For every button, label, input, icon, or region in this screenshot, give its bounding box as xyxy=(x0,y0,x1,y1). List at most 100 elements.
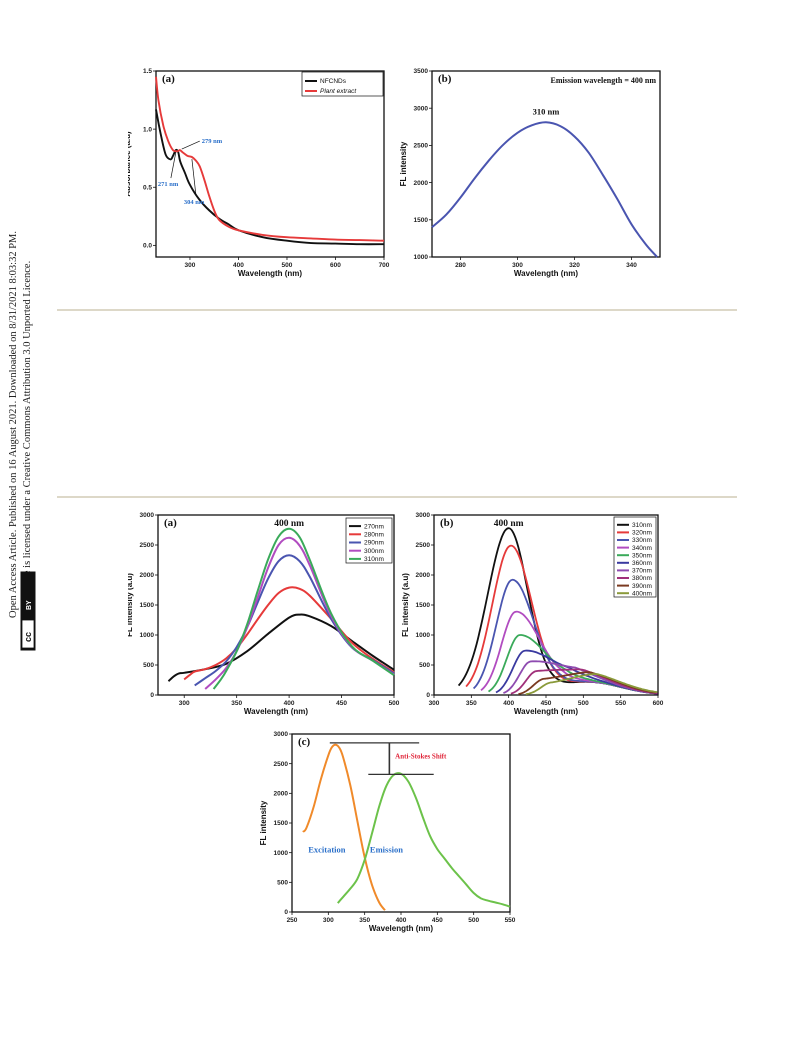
legend-entry: 380nm xyxy=(632,575,652,582)
x-tick-label: 450 xyxy=(541,700,552,707)
chart-title: Emission wavelength = 400 nm xyxy=(551,76,657,85)
y-tick-label: 2500 xyxy=(416,542,431,549)
figure1-panel-a: 300 400 500 600 700 0.0 0.5 1.0 1.5 Wavelength (n… xyxy=(128,65,390,283)
x-axis-label: Wavelength (nm) xyxy=(244,707,308,716)
x-tick-label: 300 xyxy=(323,917,334,924)
cc-badge-label: cc xyxy=(23,632,33,642)
x-tick-label: 300 xyxy=(179,700,190,707)
x-tick-label: 400 xyxy=(396,917,407,924)
x-tick-label: 280 xyxy=(455,262,466,269)
panel-tag: (b) xyxy=(438,73,452,85)
legend-entry: 340nm xyxy=(632,545,652,552)
divider-bottom xyxy=(57,496,737,498)
y-tick-label: 1.5 xyxy=(143,68,152,75)
panel-tag: (a) xyxy=(164,517,177,529)
legend-entry: 350nm xyxy=(632,552,652,559)
y-axis-label: FL intensity xyxy=(259,800,268,845)
divider-top xyxy=(57,309,737,311)
y-axis-label: FL intensity (a.u) xyxy=(128,573,134,637)
legend-entry: 290nm xyxy=(364,540,384,547)
x-tick-label: 350 xyxy=(231,700,242,707)
y-tick-label: 0 xyxy=(150,692,154,699)
legend-entry: NFCNDs xyxy=(320,78,347,85)
legend-entry: 400nm xyxy=(632,590,652,597)
y-tick-label: 2000 xyxy=(416,572,431,579)
plot-frame xyxy=(291,733,511,913)
y-tick-label: 0.5 xyxy=(143,184,152,191)
y-tick-label: 1500 xyxy=(140,602,155,609)
peak-label: 400 nm xyxy=(274,519,304,529)
series-line-main xyxy=(431,121,658,258)
plot-frame xyxy=(431,70,661,258)
y-tick-label: 3000 xyxy=(140,512,155,519)
panel-tag: (c) xyxy=(298,736,311,748)
y-tick-label: 3000 xyxy=(414,105,429,112)
peak-label: 310 nm xyxy=(533,106,560,116)
y-tick-label: 2500 xyxy=(274,761,289,768)
panel-tag: (a) xyxy=(162,73,175,85)
x-tick-label: 400 xyxy=(503,700,514,707)
x-tick-label: 350 xyxy=(466,700,477,707)
excitation-label: Excitation xyxy=(308,845,346,855)
y-tick-label: 500 xyxy=(277,880,288,887)
y-axis-label: Absorbance (a.u) xyxy=(128,131,132,197)
annotation-279: 279 nm xyxy=(202,138,223,145)
x-tick-label: 350 xyxy=(359,917,370,924)
series-line-380nm xyxy=(510,668,658,695)
y-tick-label: 3500 xyxy=(414,68,429,75)
sidebar-line-2: This article is licensed under a Creativ… xyxy=(22,261,33,618)
series-line-290nm xyxy=(194,554,395,687)
x-axis-label: Wavelength (nm) xyxy=(514,269,578,278)
x-tick-label: 500 xyxy=(389,700,400,707)
x-tick-label: 700 xyxy=(379,262,390,269)
y-tick-label: 0 xyxy=(284,909,288,916)
annotation-304: 304 nm xyxy=(184,199,205,206)
x-tick-label: 400 xyxy=(233,262,244,269)
y-tick-label: 1000 xyxy=(140,632,155,639)
y-axis-label: FL intensity (a.u) xyxy=(402,573,410,637)
y-tick-label: 3000 xyxy=(416,512,431,519)
x-tick-label: 500 xyxy=(578,700,589,707)
y-tick-label: 1000 xyxy=(416,632,431,639)
figure2-panel-a: 300 350 400 450 500 0 500 1000 1500 2000 2500 3000 W… xyxy=(128,510,400,720)
x-tick-label: 600 xyxy=(653,700,664,707)
y-axis-label: FL intensity xyxy=(399,141,408,186)
y-tick-label: 0.0 xyxy=(143,243,152,250)
legend-entry: 300nm xyxy=(364,548,384,555)
y-tick-label: 2000 xyxy=(140,572,155,579)
legend-entry: 390nm xyxy=(632,583,652,590)
annotation-leader xyxy=(191,158,197,196)
series-line-plant-extract xyxy=(155,76,385,242)
legend-entry: Plant extract xyxy=(320,88,357,95)
y-tick-label: 500 xyxy=(419,662,430,669)
series-line-390nm xyxy=(518,671,656,695)
x-tick-label: 450 xyxy=(432,917,443,924)
y-tick-label: 2500 xyxy=(140,542,155,549)
legend-entry: 370nm xyxy=(632,568,652,575)
legend-box xyxy=(613,516,657,598)
y-tick-label: 2000 xyxy=(274,791,289,798)
panel-tag: (b) xyxy=(440,517,454,529)
figure2-panel-c: 250 300 350 400 450 500 550 0 500 1000 1500 2000 250… xyxy=(248,728,516,938)
x-tick-label: 340 xyxy=(626,262,637,269)
x-tick-label: 400 xyxy=(284,700,295,707)
by-badge-label: BY xyxy=(26,600,33,610)
annotation-leader xyxy=(170,151,177,179)
sidebar-line-1: Open Access Article. Published on 16 Aug… xyxy=(8,231,19,618)
cc-by-badge: cc BY xyxy=(20,571,36,651)
series-line-emission xyxy=(337,772,511,908)
series-line-310nm xyxy=(212,527,395,690)
x-axis-label: Wavelength (nm) xyxy=(238,269,302,278)
y-tick-label: 500 xyxy=(143,662,154,669)
legend-entry: 310nm xyxy=(364,556,384,563)
plot-frame xyxy=(155,70,385,258)
x-tick-label: 300 xyxy=(429,700,440,707)
series-line-270nm xyxy=(167,613,395,682)
series-line-280nm xyxy=(183,586,395,681)
y-tick-label: 3000 xyxy=(274,731,289,738)
fig2a-chart: 300 350 400 450 500 0 500 1000 1500 2000 2500 3000 W… xyxy=(128,512,400,716)
y-tick-label: 1000 xyxy=(274,850,289,857)
x-tick-label: 600 xyxy=(330,262,341,269)
legend-entry: 320nm xyxy=(632,530,652,537)
annotation-271: 271 nm xyxy=(158,181,179,188)
